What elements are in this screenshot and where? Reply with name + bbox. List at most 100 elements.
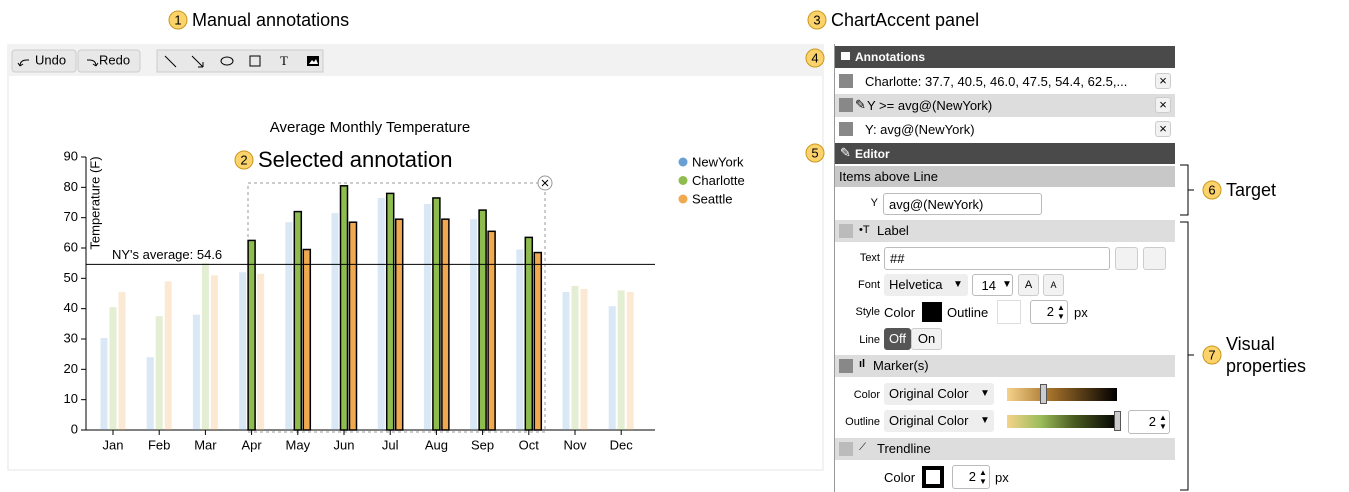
callout-badge [1202, 345, 1222, 365]
off-button[interactable]: Off [884, 328, 911, 350]
redo-icon [87, 59, 99, 67]
marker-color-slider[interactable] [1007, 388, 1117, 401]
shrink-button[interactable]: A [1043, 274, 1064, 296]
decimal-add-button[interactable] [1115, 247, 1138, 270]
callout-badge [168, 10, 188, 30]
outline-width-input[interactable]: 2 [1030, 300, 1068, 324]
slider-thumb[interactable] [1040, 384, 1047, 404]
tool-group[interactable] [156, 49, 324, 73]
remove-button[interactable]: × [1155, 97, 1171, 113]
pen-icon: ✎ [855, 97, 866, 112]
spinner[interactable]: ▲ ▼ [979, 468, 987, 486]
callout-label: Manual annotations [192, 10, 349, 30]
callout-number: 5 [811, 145, 818, 160]
checkbox[interactable] [839, 442, 853, 456]
marker-outline-width[interactable]: 2 [1128, 410, 1170, 434]
arrow-tool[interactable] [191, 55, 204, 68]
remove-button[interactable]: × [1155, 73, 1171, 89]
bar [626, 291, 634, 430]
undo-button[interactable] [11, 49, 77, 73]
legend-marker [678, 194, 688, 204]
selection-close-x [541, 179, 549, 187]
bar [192, 314, 200, 430]
y-tick-label: 20 [64, 361, 78, 376]
bar [478, 209, 487, 431]
text-label: Text [859, 252, 880, 264]
checkbox[interactable] [839, 359, 853, 373]
size-input[interactable]: 14 [972, 274, 1013, 296]
font-label: Font [857, 279, 880, 291]
ellipse-tool[interactable] [220, 56, 234, 66]
checkbox[interactable] [839, 122, 853, 136]
comment-icon [841, 52, 850, 60]
callouts: 1 Manual annotations 2 Selected annotation 3… [168, 10, 1306, 376]
visual-bracket [1180, 221, 1194, 491]
annotation-row[interactable]: Y: avg@(NewYork) × [835, 118, 1175, 141]
annotations-title: Annotations [855, 50, 925, 64]
markers-title: Marker(s) [873, 358, 929, 373]
color-swatch[interactable] [922, 302, 942, 322]
checkbox[interactable] [839, 74, 853, 88]
bar [164, 281, 172, 430]
bar [394, 218, 404, 431]
callout-label-line: properties [1226, 356, 1306, 376]
chart-title: Average Monthly Temperature [270, 119, 470, 136]
dropdown-arrow: ▼ [1002, 279, 1012, 290]
legend-marker [678, 176, 688, 185]
bar [302, 248, 312, 431]
target-row: Items above Line [835, 166, 1175, 187]
markers-icon: ıl [859, 358, 866, 370]
bar [385, 192, 395, 431]
text-input[interactable]: ## [884, 247, 1110, 270]
checkbox[interactable] [839, 224, 853, 238]
x-tick-label: Apr [241, 437, 262, 452]
trendline-color-label: Color [884, 470, 916, 485]
annotation-item: Y: avg@(NewYork) [865, 122, 975, 137]
checkbox[interactable] [839, 98, 853, 112]
bar [146, 357, 154, 430]
bar [470, 219, 478, 430]
marker-color-label: Color [853, 389, 880, 401]
label-header: •T Label [835, 220, 1175, 242]
annotation-row[interactable]: Charlotte: 37.7, 40.5, 46.0, 47.5, 54.4,… [835, 70, 1175, 93]
marker-outline-slider[interactable] [1007, 415, 1119, 428]
x-tick-label: May [286, 437, 311, 452]
y-tick-label: 0 [71, 421, 78, 436]
outline-label: Outline [947, 305, 989, 320]
chart-frame [7, 44, 824, 471]
outline-swatch[interactable] [997, 300, 1021, 324]
on-button[interactable]: On [911, 328, 942, 350]
tool-buttons: T [156, 49, 324, 73]
trendline-width[interactable]: 2 [952, 465, 990, 489]
font-select[interactable]: Helvetica [884, 274, 968, 296]
marker-outline-select[interactable]: Original Color [884, 410, 994, 432]
trendline-swatch[interactable] [922, 466, 944, 488]
y-input[interactable]: avg@(NewYork) [883, 193, 1042, 215]
grow-button[interactable]: A [1018, 274, 1039, 296]
annotation-row[interactable]: ✎ Y >= avg@(NewYork) × [835, 94, 1175, 117]
line-label: Line [859, 334, 880, 346]
spinner[interactable]: ▲ ▼ [1057, 303, 1065, 321]
line-tool[interactable] [164, 55, 177, 68]
callout-label: Selected annotation [258, 147, 453, 172]
y-axis-label: Temperature (F) [87, 156, 102, 249]
remove-button[interactable]: × [1155, 121, 1171, 137]
bar [562, 291, 570, 430]
rect-tool[interactable] [249, 55, 261, 67]
redo-label: Redo [99, 52, 130, 67]
decimal-remove-button[interactable] [1143, 247, 1166, 270]
bar [239, 272, 247, 430]
marker-color-select[interactable]: Original Color [884, 383, 994, 405]
unit-label: px [1074, 305, 1088, 320]
y-tick-label: 60 [64, 239, 78, 254]
redo-button[interactable] [77, 49, 141, 73]
trendline-header: ⟋ Trendline [835, 438, 1175, 460]
bar [441, 218, 450, 431]
spinner[interactable]: ▲ ▼ [1159, 413, 1167, 431]
annotation-item: Charlotte: 37.7, 40.5, 46.0, 47.5, 54.4,… [865, 74, 1128, 89]
slider-thumb[interactable] [1114, 411, 1121, 431]
text-tool[interactable]: T [280, 53, 288, 68]
bar [617, 290, 625, 430]
callout-badge [1202, 180, 1222, 200]
